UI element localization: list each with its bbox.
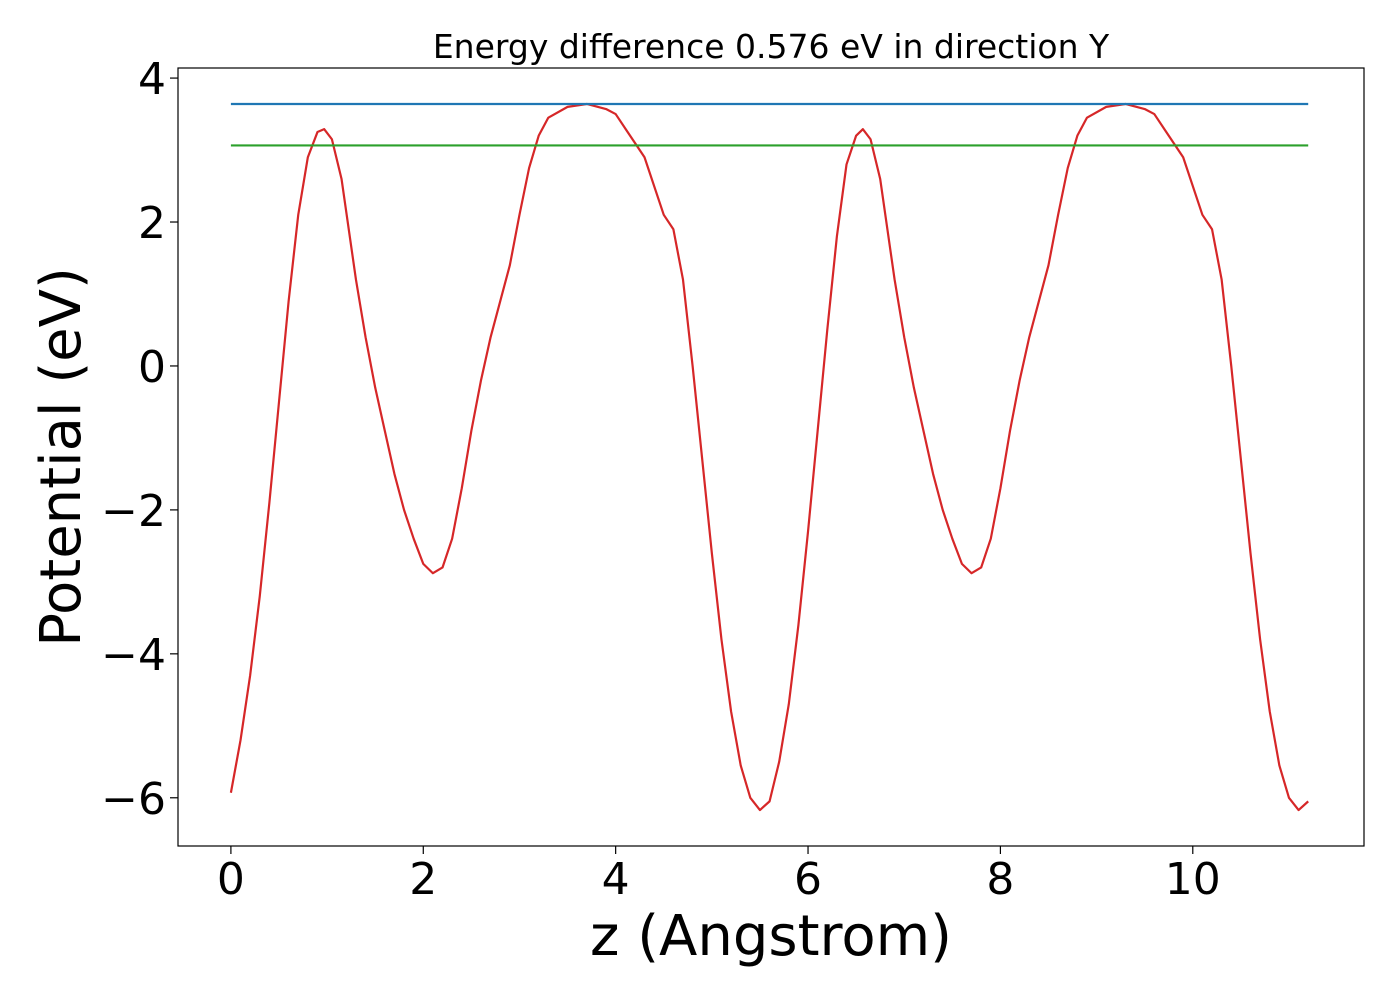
chart-title: Energy difference 0.576 eV in direction … (433, 27, 1110, 66)
x-tick-label: 10 (1165, 854, 1221, 905)
plot-frame (177, 67, 1365, 847)
y-tick-label: 2 (138, 198, 166, 249)
x-tick-label: 0 (217, 854, 245, 905)
x-tick-label: 8 (986, 854, 1014, 905)
line-series (229, 102, 1309, 812)
x-tick-label: 6 (794, 854, 822, 905)
y-tick-label: −4 (101, 630, 166, 681)
y-axis-label: Potential (eV) (29, 267, 94, 647)
y-tick-label: 0 (138, 342, 166, 393)
y-tick-label: −2 (101, 486, 166, 537)
x-axis-label: z (Angstrom) (590, 904, 952, 969)
y-tick-label: 4 (138, 54, 166, 105)
x-tick-label: 2 (409, 854, 437, 905)
y-tick-label: −6 (101, 774, 166, 825)
x-tick-label: 4 (602, 854, 630, 905)
